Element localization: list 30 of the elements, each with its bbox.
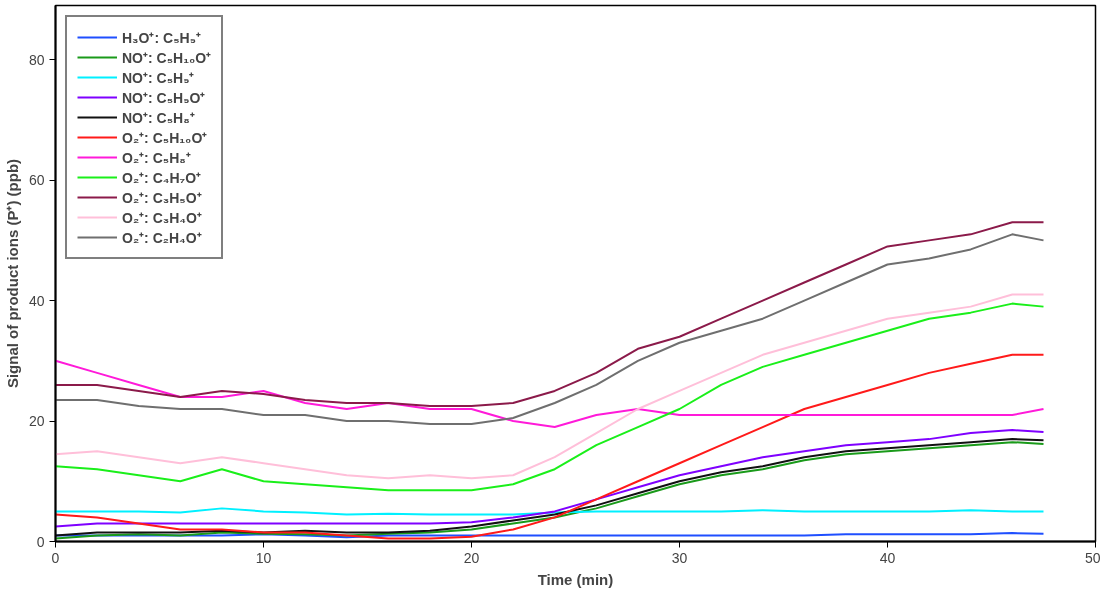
y-tick-label: 60 [28,172,45,189]
y-tick-label: 40 [28,292,45,309]
line-series [55,353,1045,540]
legend-label: O₂⁺: C₂H₄O⁺ [122,228,202,247]
x-tick-label: 30 [671,549,688,566]
legend-label: O₂⁺: C₅H₁₀O⁺ [122,128,208,147]
x-tick-label: 50 [1084,549,1101,566]
legend-label: NO⁺: C₅H₈⁺ [122,108,195,127]
y-tick-label: 0 [36,533,45,550]
legend-label: NO⁺: C₅H₁₀O⁺ [122,48,212,67]
legend-label: H₃O⁺: C₅H₉⁺ [122,28,201,47]
y-axis-title: Signal of product ions (P⁺) (ppb) [3,158,21,389]
legend-label: O₂⁺: C₃H₅O⁺ [122,188,202,207]
y-tick-label: 20 [28,413,45,430]
line-series [55,233,1045,426]
line-series [55,221,1045,407]
x-tick-label: 10 [255,549,272,566]
legend-label: NO⁺: C₅H₉O⁺ [122,88,206,107]
x-tick-label: 0 [51,549,60,566]
legend-label: NO⁺: C₅H₉⁺ [122,68,195,87]
x-tick-label: 20 [463,549,480,566]
line-series [55,507,1045,516]
legend-label: O₂⁺: C₅H₈⁺ [122,148,191,167]
legend-label: O₂⁺: C₃H₄O⁺ [122,208,202,227]
y-tick-label: 80 [28,51,45,68]
x-axis-title: Time (min) [537,570,614,588]
legend-label: O₂⁺: C₄H₇O⁺ [122,168,202,187]
line-series [55,359,1045,429]
x-tick-label: 40 [879,549,896,566]
line-series [55,429,1045,528]
